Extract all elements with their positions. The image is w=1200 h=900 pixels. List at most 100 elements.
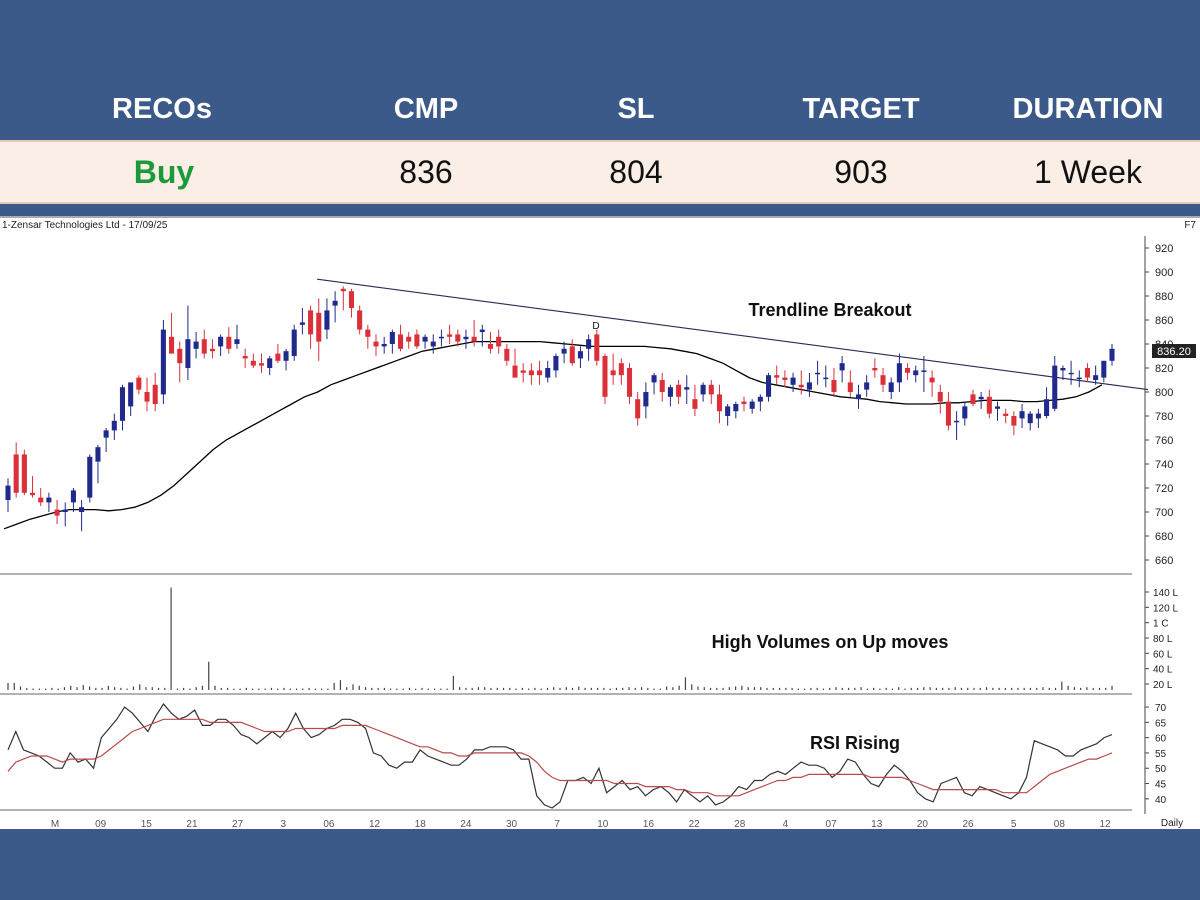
annotation-rsi: RSI Rising (810, 733, 900, 753)
rsi-tick-label: 70 (1155, 703, 1167, 714)
candle-body (520, 370, 526, 373)
price-tick-label: 700 (1155, 507, 1173, 519)
candle-body (782, 377, 788, 380)
candle-body (1044, 399, 1050, 416)
candle-body (831, 380, 837, 392)
candle-body (38, 497, 44, 503)
last-price-box (1152, 344, 1196, 358)
candle-body (348, 291, 355, 308)
candle-body (291, 329, 297, 356)
candle-body (905, 368, 911, 373)
candle-body (430, 341, 436, 347)
candle-body (880, 375, 886, 385)
candle-body (978, 396, 984, 400)
rsi-tick-label: 50 (1155, 764, 1167, 775)
candle-body (937, 392, 943, 402)
candle-body (193, 341, 199, 349)
x-tick-label: 16 (643, 819, 655, 829)
rsi-tick-label: 40 (1155, 795, 1167, 806)
candle-body (406, 336, 412, 342)
x-tick-label: 09 (95, 819, 107, 829)
candle-body (872, 368, 878, 371)
candle-body (316, 312, 322, 342)
candle-body (365, 329, 371, 337)
volume-tick-label: 40 L (1153, 665, 1173, 676)
candle-body (823, 377, 829, 380)
candle-body (144, 392, 150, 402)
candle-body (945, 401, 951, 426)
candle-body (5, 485, 11, 500)
volume-tick-label: 60 L (1153, 649, 1173, 660)
candle-body (242, 356, 248, 359)
x-tick-label: 22 (689, 819, 701, 829)
candle-body (487, 344, 494, 349)
price-tick-label: 680 (1155, 531, 1173, 543)
candle-body (29, 492, 36, 496)
candle-body (79, 507, 85, 512)
candle-body (177, 348, 183, 364)
candle-body (659, 380, 665, 392)
candle-body (340, 288, 346, 292)
candle-body (847, 382, 853, 392)
reco-value-row: Buy 836 804 903 1 Week (0, 140, 1200, 204)
candle-body (725, 406, 731, 416)
candle-body (1027, 413, 1033, 424)
candle-body (463, 336, 469, 340)
candle-body (994, 406, 1001, 409)
candle-body (455, 334, 461, 342)
candle-body (798, 384, 804, 388)
candle-body (765, 375, 772, 397)
candle-body (741, 401, 747, 404)
candle-body (46, 497, 52, 503)
x-tick-label: 20 (917, 819, 929, 829)
candle-body (185, 339, 191, 368)
value-sl: 804 (609, 153, 663, 190)
annotation-volume: High Volumes on Up moves (712, 632, 949, 652)
candle-body (716, 394, 723, 412)
x-tick-label: 27 (232, 819, 244, 829)
candle-body (553, 356, 559, 371)
candle-body (1052, 365, 1058, 409)
candle-body (545, 368, 551, 378)
candle-body (594, 334, 600, 361)
candle-body (1019, 411, 1025, 419)
x-tick-label: 07 (826, 819, 838, 829)
candle-body (1076, 377, 1082, 380)
candle-body (733, 404, 739, 412)
candle-body (708, 384, 714, 395)
candle-body (676, 384, 682, 397)
candle-body (267, 358, 273, 368)
candle-body (397, 334, 404, 349)
candle-body (70, 490, 76, 503)
chart-title: 1-Zensar Technologies Ltd - 17/09/25 (2, 220, 168, 231)
candle-body (389, 332, 395, 344)
candle-body (299, 322, 305, 325)
x-tick-label: 4 (783, 819, 789, 829)
candle-body (790, 377, 796, 385)
stock-chart: 6606807007207407607808008208408608809009… (0, 216, 1200, 829)
candle-body (667, 387, 673, 397)
candle-body (528, 370, 534, 376)
candle-body (537, 370, 543, 376)
x-tick-label: 7 (554, 819, 560, 829)
candle-body (250, 360, 256, 366)
candle-body (643, 392, 649, 407)
candle-body (504, 348, 510, 361)
candle-body (888, 382, 894, 392)
candle-body (87, 456, 93, 498)
reco-header-row: RECOs CMP SL TARGET DURATION (0, 78, 1200, 140)
candle-body (471, 336, 477, 342)
candle-body (111, 420, 117, 431)
candle-body (1109, 348, 1115, 361)
trendline (317, 278, 1149, 391)
header-cmp: CMP (393, 92, 459, 125)
candle-body (479, 329, 485, 332)
candle-body (839, 363, 845, 371)
candle-body (757, 396, 763, 402)
x-tick-label: 30 (506, 819, 518, 829)
header-sl: SL (617, 92, 655, 125)
candle-body (1101, 360, 1107, 378)
volume-tick-label: 80 L (1153, 634, 1173, 645)
x-tick-label: 3 (280, 819, 286, 829)
rsi-tick-label: 60 (1155, 734, 1167, 745)
